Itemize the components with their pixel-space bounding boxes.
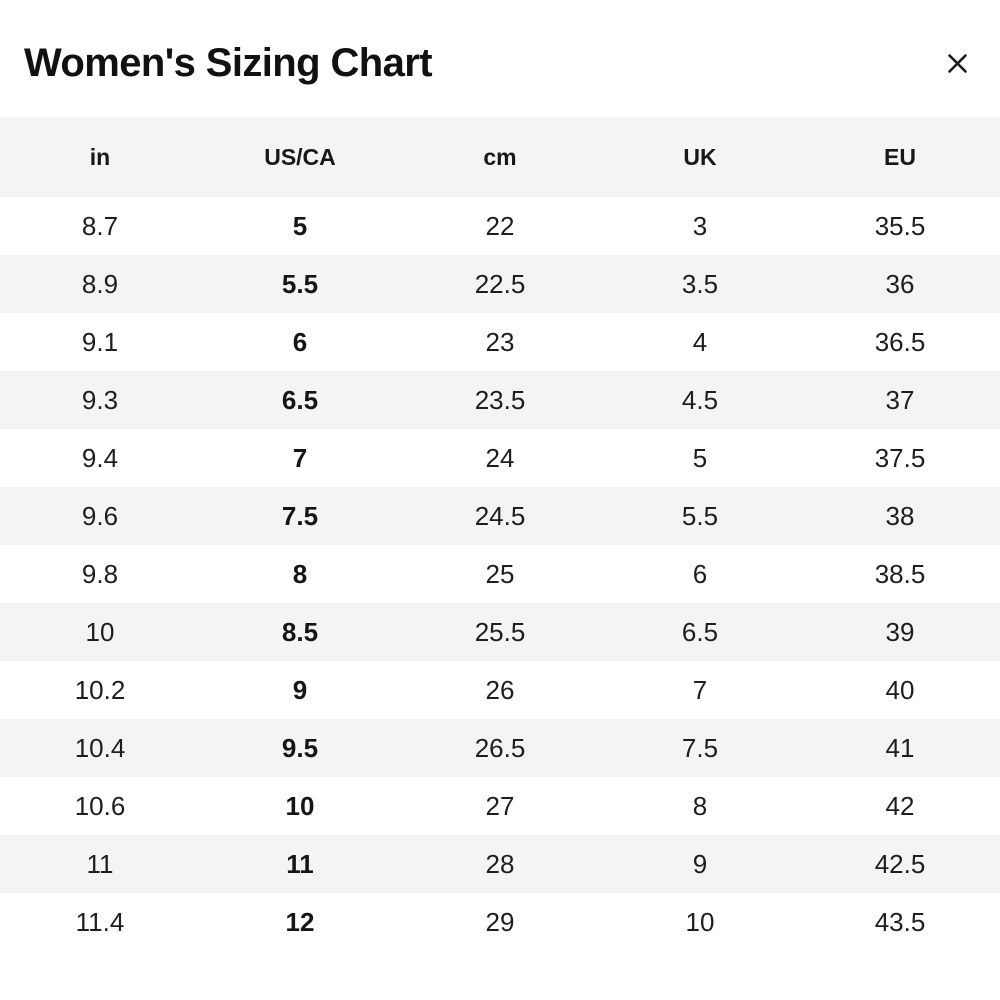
cell-cm: 26 — [485, 674, 515, 705]
cell-usca: 6.5 — [281, 384, 319, 415]
cell-in: 9.3 — [81, 384, 119, 415]
table-row: 11.4 12 29 10 43.5 — [0, 893, 1000, 951]
cell-uk: 6.5 — [681, 616, 719, 647]
cell-uk: 4 — [692, 326, 708, 357]
cell-cm: 23 — [485, 326, 515, 357]
table-row: 10 8.5 25.5 6.5 39 — [0, 603, 1000, 661]
cell-cm: 24.5 — [474, 500, 526, 531]
cell-in: 10 — [85, 616, 115, 647]
cell-cm: 22 — [485, 210, 515, 241]
cell-usca: 12 — [285, 906, 315, 937]
header-row: in US/CA cm UK EU — [0, 117, 1000, 197]
cell-usca: 9.5 — [281, 732, 319, 763]
table-row: 10.6 10 27 8 42 — [0, 777, 1000, 835]
cell-in: 9.8 — [81, 558, 119, 589]
table-row: 9.6 7.5 24.5 5.5 38 — [0, 487, 1000, 545]
cell-in: 11.4 — [75, 906, 125, 937]
table-row: 11 11 28 9 42.5 — [0, 835, 1000, 893]
cell-uk: 6 — [692, 558, 708, 589]
cell-uk: 3.5 — [681, 268, 719, 299]
table-row: 8.9 5.5 22.5 3.5 36 — [0, 255, 1000, 313]
cell-eu: 38 — [885, 500, 915, 531]
table-row: 9.3 6.5 23.5 4.5 37 — [0, 371, 1000, 429]
cell-eu: 42.5 — [874, 848, 926, 879]
table-row: 10.2 9 26 7 40 — [0, 661, 1000, 719]
cell-in: 9.4 — [81, 442, 119, 473]
cell-usca: 10 — [285, 790, 315, 821]
cell-eu: 41 — [885, 732, 915, 763]
column-header-uk: UK — [683, 143, 717, 170]
cell-usca: 7.5 — [281, 500, 319, 531]
cell-in: 9.1 — [81, 326, 119, 357]
cell-in: 8.7 — [81, 210, 119, 241]
modal-header: Women's Sizing Chart — [0, 0, 1000, 117]
cell-uk: 7 — [692, 674, 708, 705]
cell-cm: 28 — [485, 848, 515, 879]
table-row: 9.1 6 23 4 36.5 — [0, 313, 1000, 371]
cell-eu: 36 — [885, 268, 915, 299]
cell-usca: 11 — [286, 848, 314, 879]
cell-eu: 40 — [885, 674, 915, 705]
close-button[interactable] — [940, 47, 974, 81]
table-row: 9.8 8 25 6 38.5 — [0, 545, 1000, 603]
cell-eu: 37.5 — [874, 442, 926, 473]
cell-cm: 25.5 — [474, 616, 526, 647]
cell-uk: 4.5 — [681, 384, 719, 415]
column-header-usca: US/CA — [264, 143, 336, 170]
cell-cm: 23.5 — [474, 384, 526, 415]
cell-uk: 10 — [685, 906, 715, 937]
cell-usca: 9 — [292, 674, 308, 705]
cell-in: 8.9 — [81, 268, 119, 299]
column-header-eu: EU — [884, 143, 916, 170]
sizing-table: in US/CA cm UK EU 8.7 5 22 3 35.5 8.9 5.… — [0, 117, 1000, 951]
cell-eu: 43.5 — [874, 906, 926, 937]
cell-usca: 6 — [292, 326, 308, 357]
cell-uk: 5 — [692, 442, 708, 473]
column-header-cm: cm — [483, 143, 517, 170]
cell-uk: 8 — [692, 790, 708, 821]
cell-in: 10.2 — [74, 674, 126, 705]
cell-eu: 36.5 — [874, 326, 926, 357]
cell-usca: 5 — [292, 210, 308, 241]
cell-cm: 25 — [485, 558, 515, 589]
cell-uk: 7.5 — [681, 732, 719, 763]
cell-cm: 22.5 — [474, 268, 526, 299]
cell-eu: 39 — [885, 616, 915, 647]
cell-uk: 5.5 — [681, 500, 719, 531]
page-title: Women's Sizing Chart — [24, 41, 433, 85]
table-row: 9.4 7 24 5 37.5 — [0, 429, 1000, 487]
table-row: 8.7 5 22 3 35.5 — [0, 197, 1000, 255]
cell-usca: 7 — [292, 442, 308, 473]
cell-eu: 42 — [885, 790, 915, 821]
column-header-in: in — [89, 143, 111, 170]
cell-in: 9.6 — [81, 500, 119, 531]
cell-usca: 8.5 — [281, 616, 319, 647]
table-body: 8.7 5 22 3 35.5 8.9 5.5 22.5 3.5 36 9.1 … — [0, 197, 1000, 951]
table-row: 10.4 9.5 26.5 7.5 41 — [0, 719, 1000, 777]
cell-uk: 3 — [692, 210, 708, 241]
cell-eu: 38.5 — [874, 558, 926, 589]
cell-eu: 35.5 — [874, 210, 926, 241]
cell-eu: 37 — [885, 384, 915, 415]
cell-in: 10.6 — [74, 790, 126, 821]
cell-in: 10.4 — [74, 732, 126, 763]
cell-cm: 27 — [485, 790, 515, 821]
close-icon — [946, 52, 969, 75]
cell-cm: 26.5 — [474, 732, 526, 763]
cell-usca: 5.5 — [281, 268, 319, 299]
cell-cm: 24 — [485, 442, 515, 473]
cell-usca: 8 — [292, 558, 308, 589]
table-header: in US/CA cm UK EU — [0, 117, 1000, 197]
cell-cm: 29 — [485, 906, 515, 937]
cell-uk: 9 — [692, 848, 708, 879]
cell-in: 11 — [86, 848, 114, 879]
